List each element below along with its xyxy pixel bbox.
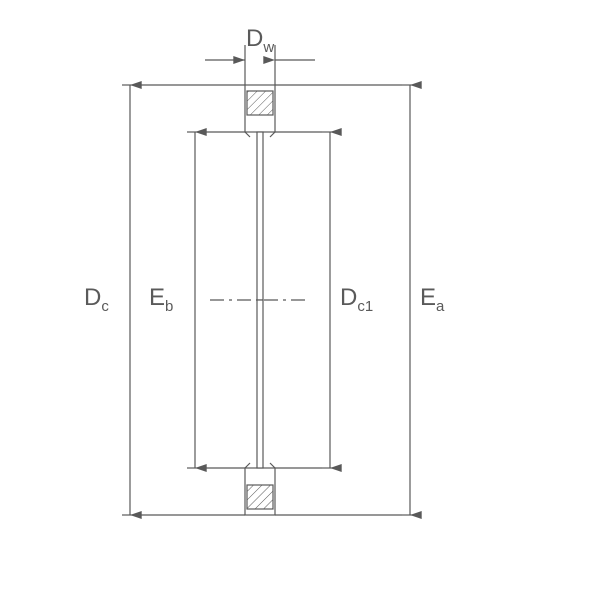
bearing-dimension-diagram: Dw Dc Eb Dc1 Ea: [0, 0, 600, 600]
dim-label-Dc: Dc: [84, 284, 109, 315]
dim-label-Dw: Dw: [246, 25, 274, 56]
dim-label-Ea: Ea: [420, 284, 445, 315]
top-cage-stem: [257, 132, 263, 300]
top-roller-section: [247, 91, 273, 115]
bot-cage-stem: [257, 300, 263, 468]
dim-label-Dc1: Dc1: [340, 284, 373, 315]
dim-label-Eb: Eb: [149, 284, 173, 315]
bot-roller-section: [247, 485, 273, 509]
